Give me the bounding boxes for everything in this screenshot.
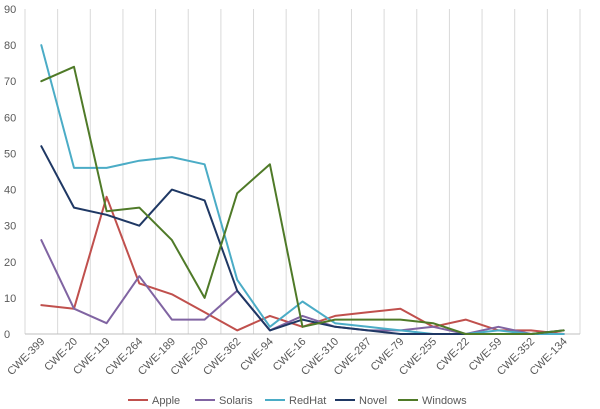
y-tick-label: 30	[4, 221, 16, 233]
legend-label: Apple	[152, 395, 180, 407]
legend-label: RedHat	[289, 395, 326, 407]
legend-label: Solaris	[219, 395, 253, 407]
legend-label: Novel	[359, 395, 387, 407]
series-line-windows	[40, 65, 565, 335]
y-tick-label: 70	[4, 76, 16, 88]
y-axis: 0 10 20 30 40 50 60 70 80 90	[4, 4, 16, 341]
y-tick-label: 90	[4, 4, 16, 16]
y-tick-label: 10	[4, 293, 16, 305]
vertical-gridlines	[24, 9, 581, 334]
y-tick-label: 20	[4, 257, 16, 269]
x-axis: CWE-399CWE-20CWE-119CWE-264CWE-189CWE-20…	[5, 336, 570, 378]
legend: Apple Solaris RedHat Novel Windows	[128, 395, 467, 407]
series-line-redhat	[40, 44, 565, 335]
y-tick-label: 0	[4, 329, 10, 341]
x-tick-label: CWE-94	[238, 336, 276, 374]
series-line-apple	[40, 195, 565, 335]
y-tick-label: 60	[4, 112, 16, 124]
y-tick-label: 80	[4, 40, 16, 52]
y-tick-label: 40	[4, 185, 16, 197]
y-tick-label: 50	[4, 148, 16, 160]
x-tick-label: CWE-399	[5, 336, 47, 378]
legend-label: Windows	[422, 395, 467, 407]
x-tick-label: CWE-22	[434, 336, 472, 374]
series-line-solaris	[40, 239, 565, 335]
series-lines	[40, 44, 565, 335]
